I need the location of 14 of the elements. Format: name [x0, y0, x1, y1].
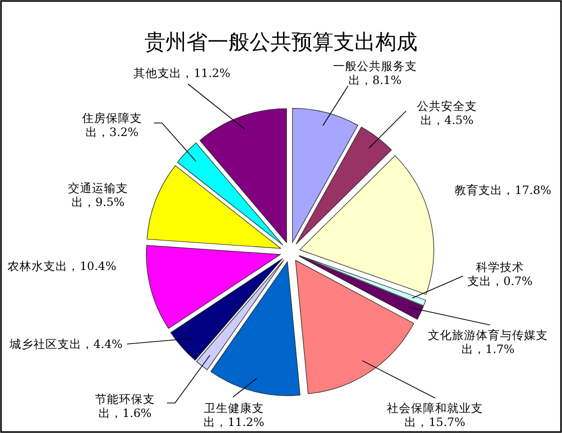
slice-label: 卫生健康支出，11.2%	[204, 401, 264, 429]
slice-label: 教育支出，17.8%	[454, 183, 552, 197]
slice-label: 城乡社区支出，4.4%	[9, 337, 123, 351]
slice-label: 住房保障支出，3.2%	[82, 111, 142, 139]
slice-label: 农林水支出，10.4%	[8, 259, 116, 273]
slice-label: 科学技术支出，0.7%	[467, 260, 533, 288]
slice-label: 其他支出，11.2%	[134, 66, 230, 80]
slice-label: 交通运输支出，9.5%	[68, 181, 128, 209]
slice-label: 社会保障和就业支出，15.7%	[387, 401, 483, 429]
slice-label: 一般公共服务支出，8.1%	[333, 59, 417, 87]
slice-label: 文化旅游体育与传媒支出，1.7%	[428, 328, 548, 356]
slice-label: 公共安全支出，4.5%	[417, 99, 477, 127]
slice-label: 节能环保支出，1.6%	[95, 392, 155, 420]
chart-title: 贵州省一般公共预算支出构成	[144, 30, 418, 54]
